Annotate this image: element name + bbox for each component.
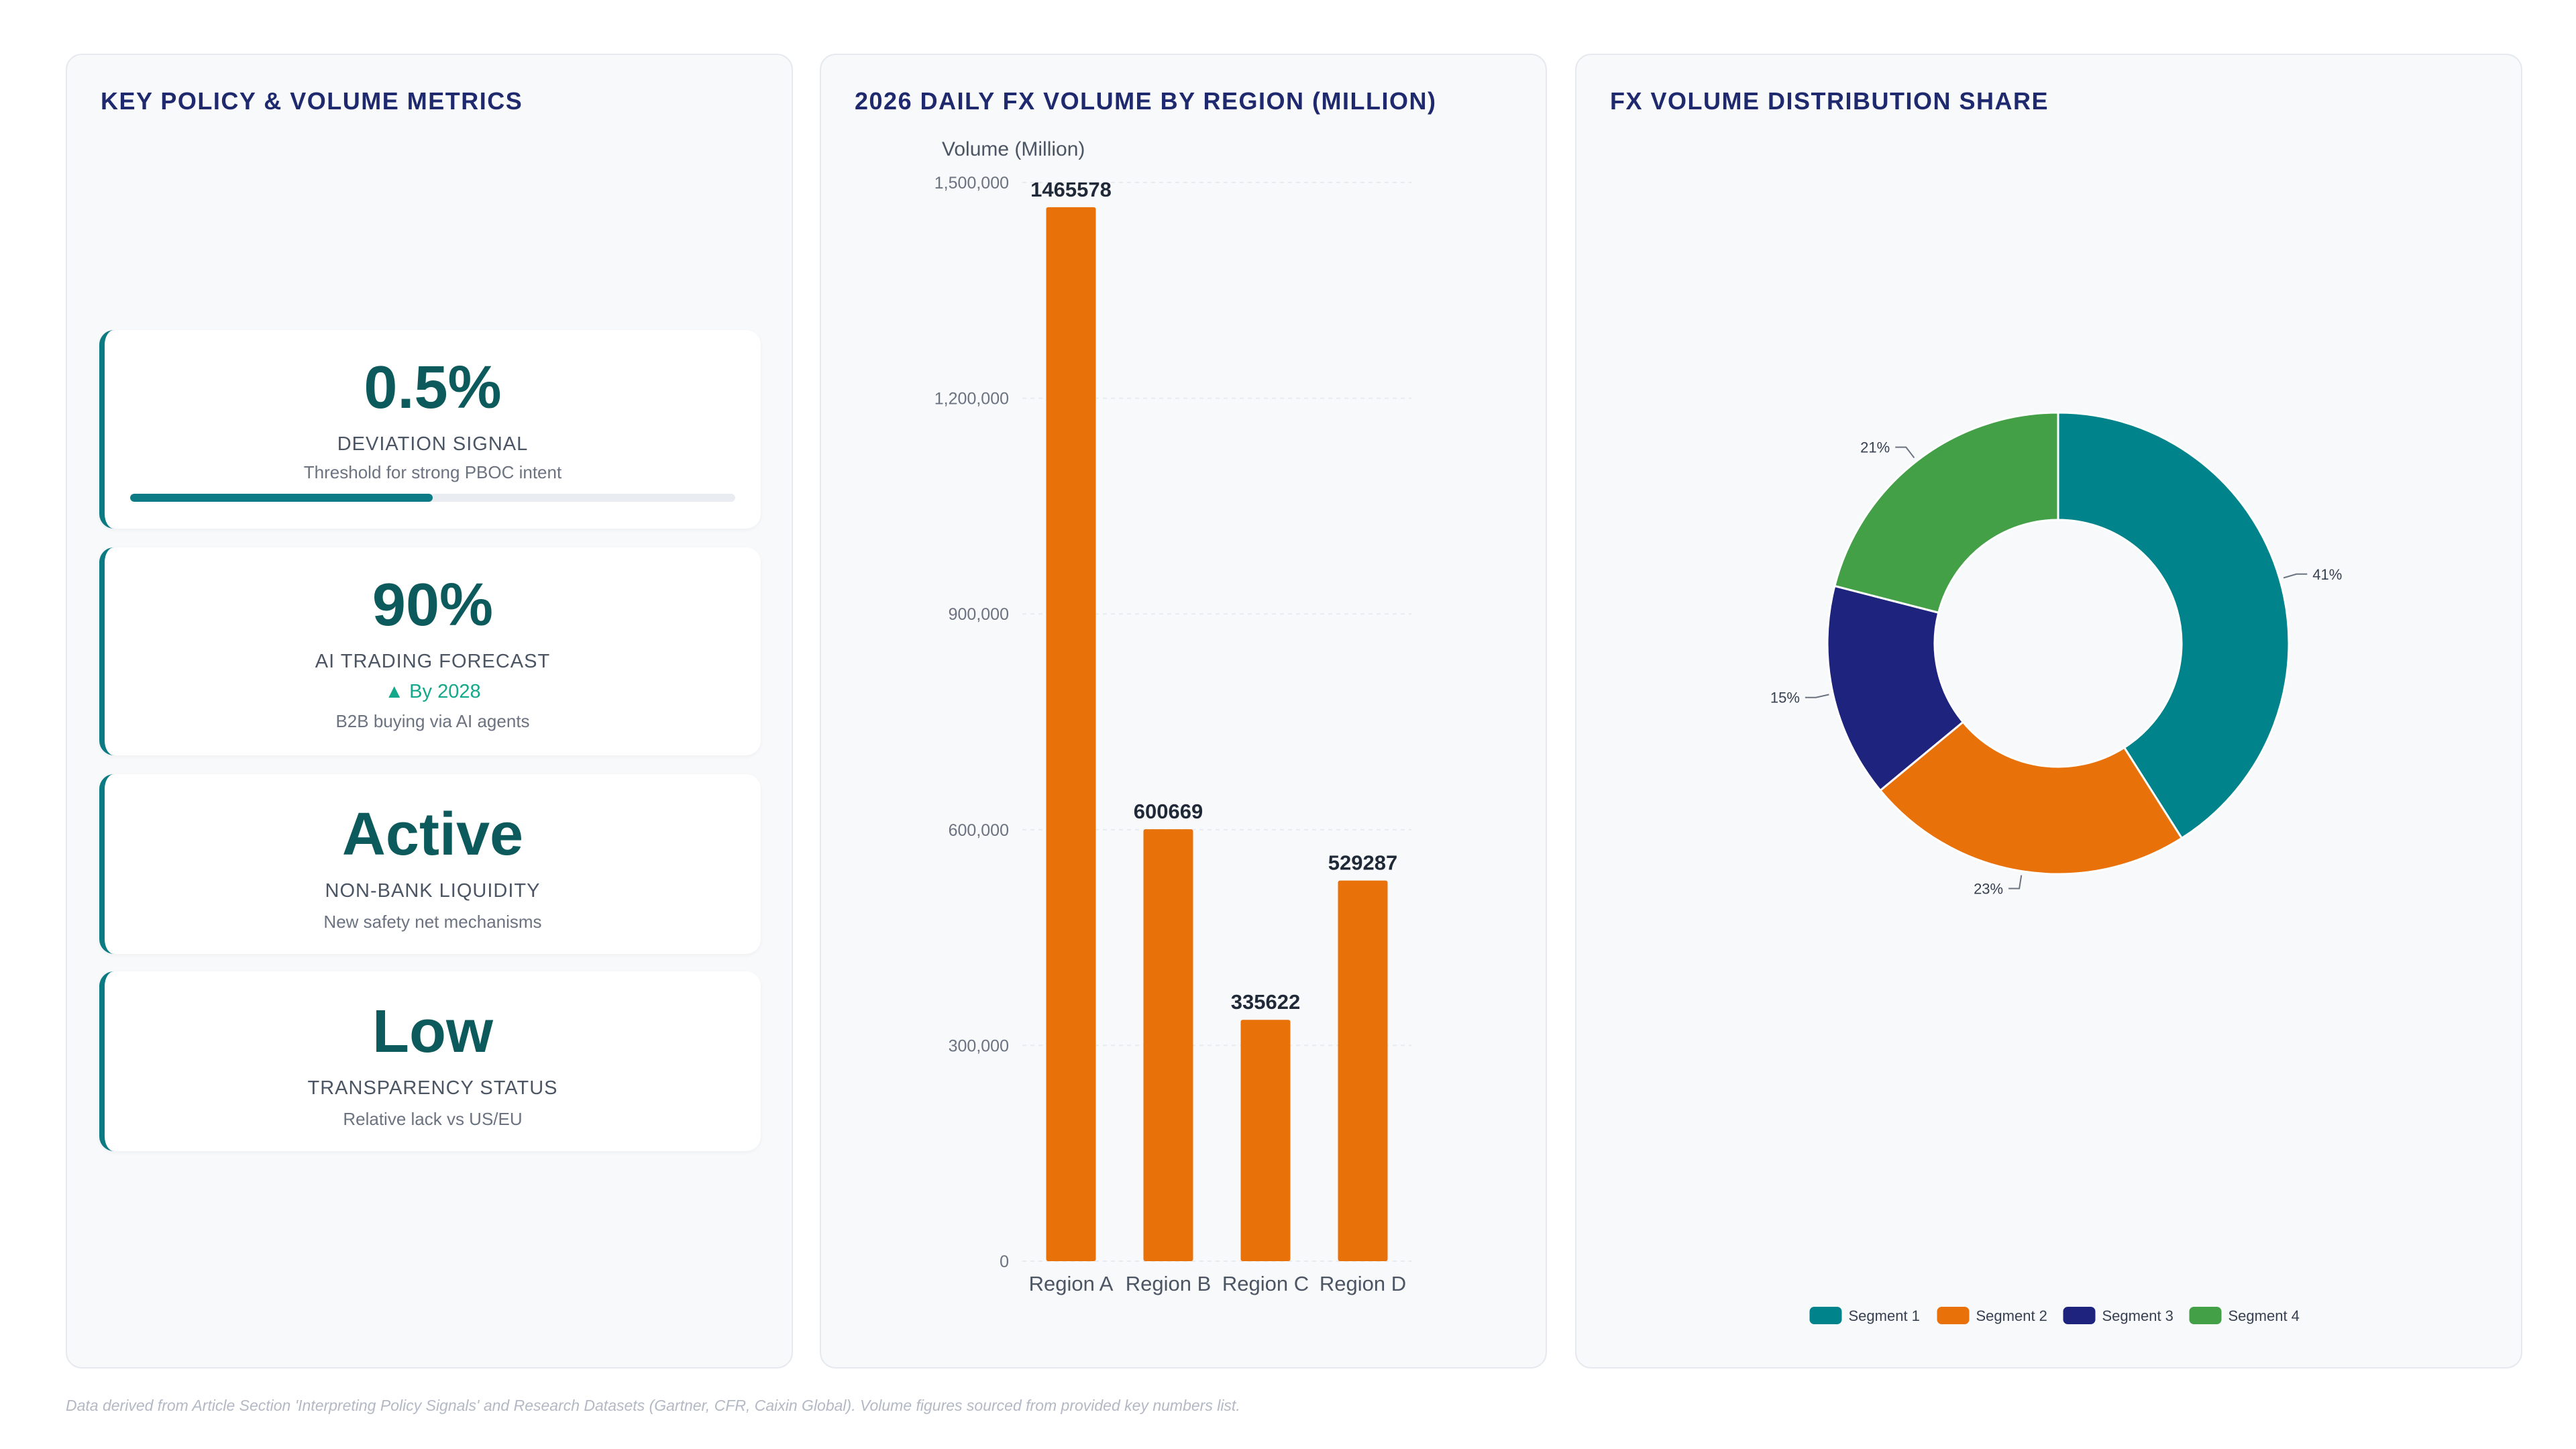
slice-leader-line — [2008, 875, 2023, 890]
donut-chart: 41% 23% 15% 21% Segment 1 Segment 2 Segment 3 S… — [1770, 411, 2342, 1324]
kpi-label: AI TRADING FORECAST — [315, 651, 551, 672]
slice-value-label: 21% — [1860, 439, 1890, 456]
bar-region-b — [1143, 829, 1193, 1261]
bar-chart-title: 2026 DAILY FX VOLUME BY REGION (MILLION) — [855, 87, 1437, 115]
donut-slice-segment-2 — [1878, 720, 2184, 875]
kpi-card-transparency-status: Low TRANSPARENCY STATUS Relative lack vs… — [99, 971, 761, 1151]
kpi-label: DEVIATION SIGNAL — [337, 433, 529, 455]
deviation-progress-fill — [130, 494, 433, 502]
kpi-description: Relative lack vs US/EU — [343, 1109, 523, 1129]
y-tick-label: 0 — [1000, 1252, 1009, 1271]
donut-slice-segment-4 — [1833, 411, 2059, 614]
slice-leader-line — [2283, 573, 2308, 579]
donut-chart-title: FX VOLUME DISTRIBUTION SHARE — [1610, 87, 2049, 115]
metrics-panel-title: KEY POLICY & VOLUME METRICS — [101, 87, 523, 115]
x-tick-label: Region B — [1126, 1272, 1212, 1295]
bar-chart-panel: 2026 DAILY FX VOLUME BY REGION (MILLION)… — [820, 54, 1547, 1368]
x-tick-label: Region A — [1029, 1272, 1114, 1295]
legend-swatch — [2189, 1307, 2222, 1324]
y-tick-label: 1,500,000 — [934, 174, 1009, 193]
legend-swatch — [1937, 1307, 1970, 1324]
legend-label: Segment 4 — [2229, 1307, 2300, 1324]
legend-label: Segment 3 — [2102, 1307, 2174, 1324]
metrics-panel: KEY POLICY & VOLUME METRICS 0.5% DEVIATI… — [66, 54, 793, 1368]
slice-leader-line — [1895, 446, 1915, 459]
kpi-description: B2B buying via AI agents — [335, 711, 530, 731]
kpi-value: 0.5% — [364, 354, 502, 421]
kpi-value: Low — [372, 998, 493, 1065]
kpi-card-ai-trading-forecast: 90% AI TRADING FORECAST ▲ By 2028 B2B bu… — [99, 547, 761, 755]
deviation-progress-bar — [130, 494, 735, 502]
bar-data-label: 529287 — [1328, 851, 1397, 875]
data-source-footnote: Data derived from Article Section 'Inter… — [66, 1397, 1240, 1414]
x-tick-label: Region D — [1320, 1272, 1406, 1295]
kpi-value: 90% — [372, 572, 494, 639]
donut-slice-segment-3 — [1826, 584, 1965, 792]
kpi-card-deviation-signal: 0.5% DEVIATION SIGNAL Threshold for stro… — [99, 330, 761, 529]
y-axis-label: Volume (Million) — [942, 138, 1085, 160]
legend-label: Segment 1 — [1849, 1307, 1920, 1324]
kpi-description: Threshold for strong PBOC intent — [303, 462, 562, 482]
y-tick-label: 1,200,000 — [934, 390, 1009, 409]
donut-slice-segment-1 — [2057, 411, 2290, 840]
legend-swatch — [1809, 1307, 1842, 1324]
legend-swatch — [2063, 1307, 2096, 1324]
kpi-trend-indicator: ▲ By 2028 — [384, 681, 481, 702]
slice-leader-line — [1805, 694, 1829, 698]
legend-label: Segment 2 — [1976, 1307, 2047, 1324]
kpi-description: New safety net mechanisms — [323, 912, 542, 932]
bar-data-label: 335622 — [1231, 990, 1300, 1014]
bar-region-a — [1046, 207, 1096, 1261]
bar-data-label: 600669 — [1134, 800, 1203, 823]
y-tick-label: 300,000 — [949, 1036, 1009, 1055]
y-tick-label: 900,000 — [949, 605, 1009, 624]
kpi-label: NON-BANK LIQUIDITY — [325, 880, 541, 902]
slice-value-label: 15% — [1770, 690, 1800, 706]
kpi-label: TRANSPARENCY STATUS — [307, 1077, 558, 1099]
y-tick-label: 600,000 — [949, 821, 1009, 840]
donut-chart-panel: FX VOLUME DISTRIBUTION SHARE 41% 23% 15% 21… — [1575, 54, 2522, 1368]
bar-data-label: 1465578 — [1030, 178, 1112, 201]
kpi-card-non-bank-liquidity: Active NON-BANK LIQUIDITY New safety net… — [99, 774, 761, 954]
kpi-value: Active — [341, 801, 524, 868]
slice-value-label: 23% — [1974, 880, 2003, 897]
bar-chart: Volume (Million) 0 300,000 600,000 900,000 1,… — [934, 138, 1411, 1295]
bar-region-d — [1338, 880, 1388, 1261]
slice-value-label: 41% — [2312, 566, 2342, 583]
x-tick-label: Region C — [1222, 1272, 1309, 1295]
bar-region-c — [1240, 1020, 1291, 1261]
